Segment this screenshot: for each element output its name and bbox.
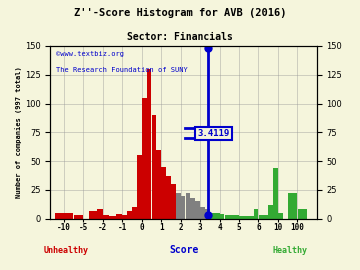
- Bar: [97, 210, 103, 219]
- Bar: [244, 216, 249, 219]
- Bar: [205, 210, 210, 219]
- Bar: [171, 184, 176, 219]
- Bar: [297, 210, 307, 219]
- Bar: [278, 213, 283, 219]
- Bar: [89, 211, 97, 219]
- Text: Sector: Financials: Sector: Financials: [127, 32, 233, 42]
- Text: ©www.textbiz.org: ©www.textbiz.org: [56, 51, 124, 57]
- Bar: [132, 207, 137, 219]
- Bar: [190, 198, 195, 219]
- Bar: [74, 215, 83, 219]
- Bar: [103, 215, 109, 219]
- Text: Z''-Score Histogram for AVB (2016): Z''-Score Histogram for AVB (2016): [74, 8, 286, 18]
- Bar: [249, 216, 253, 219]
- Bar: [142, 98, 147, 219]
- Bar: [273, 168, 278, 219]
- Bar: [122, 215, 127, 219]
- Text: 3.4119: 3.4119: [198, 129, 230, 138]
- Bar: [186, 193, 190, 219]
- Bar: [157, 150, 161, 219]
- Bar: [200, 207, 205, 219]
- Bar: [166, 176, 171, 219]
- Bar: [225, 215, 229, 219]
- Bar: [116, 214, 122, 219]
- Bar: [147, 69, 152, 219]
- Bar: [137, 155, 142, 219]
- Bar: [181, 196, 185, 219]
- Bar: [161, 167, 166, 219]
- Bar: [268, 205, 273, 219]
- Bar: [109, 216, 116, 219]
- Y-axis label: Number of companies (997 total): Number of companies (997 total): [15, 66, 22, 198]
- Bar: [258, 215, 263, 219]
- Bar: [152, 115, 156, 219]
- Text: Healthy: Healthy: [273, 246, 308, 255]
- Bar: [234, 215, 239, 219]
- Bar: [254, 210, 258, 219]
- Bar: [127, 211, 132, 219]
- Bar: [195, 201, 200, 219]
- Bar: [239, 216, 244, 219]
- Text: Unhealthy: Unhealthy: [44, 246, 89, 255]
- Bar: [176, 193, 181, 219]
- Bar: [55, 213, 73, 219]
- Bar: [215, 213, 220, 219]
- Bar: [288, 193, 297, 219]
- Text: The Research Foundation of SUNY: The Research Foundation of SUNY: [56, 67, 188, 73]
- Text: Score: Score: [169, 245, 198, 255]
- Bar: [229, 215, 234, 219]
- Bar: [220, 214, 224, 219]
- Bar: [264, 215, 268, 219]
- Bar: [210, 213, 215, 219]
